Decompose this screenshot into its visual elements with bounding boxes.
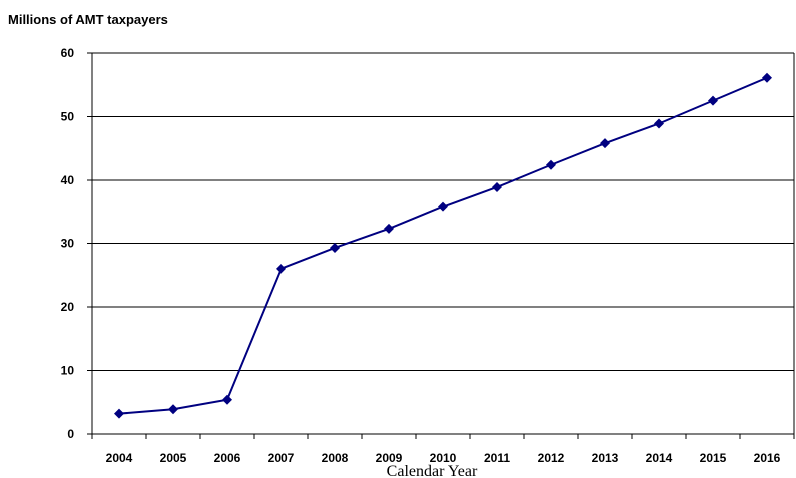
- y-tick-label-0: 0: [67, 427, 74, 441]
- data-point-2005: [168, 404, 178, 415]
- x-tick-label-2009: 2009: [376, 451, 403, 465]
- data-point-2015: [708, 95, 718, 106]
- y-tick-labels: 0 10 20 30 40 50 60: [61, 46, 75, 441]
- data-point-2009: [384, 223, 394, 234]
- x-tick-label-2013: 2013: [592, 451, 619, 465]
- data-point-2007: [276, 263, 286, 274]
- x-tick-label-2016: 2016: [754, 451, 781, 465]
- x-tick-label-2014: 2014: [646, 451, 673, 465]
- data-point-2016: [762, 72, 772, 83]
- x-tick-label-2012: 2012: [538, 451, 565, 465]
- data-point-2004: [114, 408, 124, 419]
- x-tick-label-2008: 2008: [322, 451, 349, 465]
- x-tick-label-2011: 2011: [484, 451, 510, 465]
- gridlines: [92, 52, 794, 371]
- y-tick-label-50: 50: [61, 110, 75, 124]
- y-tick-label-40: 40: [61, 173, 75, 187]
- x-tick-label-2005: 2005: [160, 451, 187, 465]
- axes: [87, 52, 795, 439]
- x-tick-label-2010: 2010: [430, 451, 457, 465]
- series-line: [118, 76, 768, 415]
- data-point-2012: [546, 159, 556, 170]
- data-point-2010: [438, 201, 448, 212]
- x-tick-label-2004: 2004: [106, 451, 133, 465]
- data-point-2013: [600, 138, 610, 149]
- x-tick-label-2015: 2015: [700, 451, 727, 465]
- data-point-2008: [330, 242, 340, 253]
- y-tick-label-30: 30: [61, 237, 75, 251]
- y-axis-title: Millions of AMT taxpayers: [8, 12, 168, 27]
- data-point-2014: [654, 118, 664, 129]
- data-point-2011: [492, 181, 502, 192]
- x-tick-label-2006: 2006: [214, 451, 241, 465]
- x-axis-title: Calendar Year: [387, 463, 478, 478]
- y-tick-label-60: 60: [61, 46, 75, 60]
- x-tick-label-2007: 2007: [268, 451, 295, 465]
- series: [114, 72, 772, 419]
- x-tick-labels: 2004 2005 2006 2007 2008 2009 2010 2011 2012 2013…: [106, 451, 781, 465]
- y-tick-label-20: 20: [61, 300, 75, 314]
- data-point-2006: [222, 394, 232, 405]
- y-tick-label-10: 10: [61, 364, 75, 378]
